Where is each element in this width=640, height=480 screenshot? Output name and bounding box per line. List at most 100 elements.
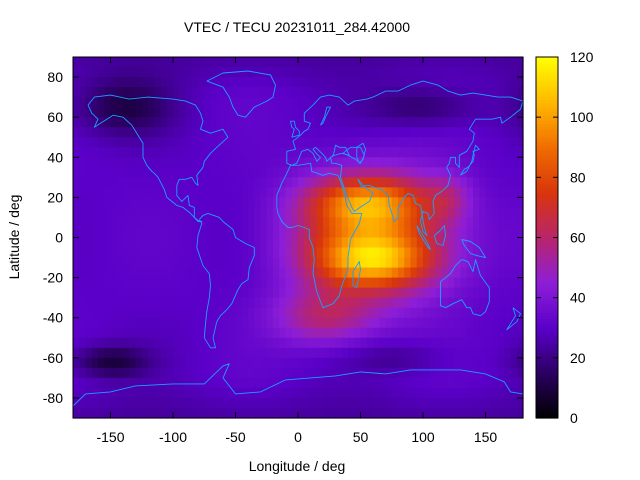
x-axis: -150 -100 -50 0 50 100 150	[96, 57, 497, 445]
heatmap-cell	[85, 207, 93, 219]
heatmap-cell	[279, 127, 287, 138]
heatmap-cell	[504, 127, 512, 138]
heatmap-cell	[304, 357, 312, 369]
heatmap-cell	[404, 357, 412, 369]
heatmap-cell	[160, 207, 168, 219]
heatmap-cell	[329, 117, 337, 128]
heatmap-cell	[385, 147, 393, 158]
heatmap-cell	[104, 287, 112, 299]
heatmap-cell	[148, 217, 155, 229]
heatmap-cell	[110, 227, 118, 239]
heatmap-cell	[129, 407, 137, 419]
colorbar-segment	[536, 57, 558, 61]
heatmap-cell	[435, 87, 443, 98]
heatmap-cell	[410, 397, 418, 409]
heatmap-cell	[273, 267, 280, 279]
heatmap-cell	[135, 337, 143, 349]
heatmap-cell	[235, 267, 243, 279]
heatmap-cell	[79, 147, 87, 158]
heatmap-cell	[241, 77, 249, 88]
heatmap-cell	[429, 387, 437, 399]
heatmap-cell	[316, 127, 324, 138]
heatmap-cell	[73, 357, 80, 369]
heatmap-cell	[298, 287, 305, 299]
heatmap-cell	[410, 287, 418, 299]
heatmap-cell	[310, 207, 318, 219]
heatmap-cell	[104, 87, 112, 98]
heatmap-cell	[373, 137, 380, 148]
heatmap-cell	[285, 187, 293, 198]
heatmap-cell	[179, 77, 187, 88]
heatmap-cell	[373, 117, 380, 128]
heatmap-cell	[98, 387, 105, 399]
heatmap-cell	[173, 327, 180, 339]
heatmap-cell	[235, 57, 243, 68]
heatmap-cell	[485, 307, 493, 319]
heatmap-cell	[310, 277, 318, 289]
heatmap-cell	[435, 347, 443, 359]
y-tick-label: -20	[43, 270, 63, 286]
heatmap-cell	[154, 347, 162, 359]
heatmap-cell	[291, 187, 299, 198]
heatmap-cell	[435, 397, 443, 409]
heatmap-cell	[104, 127, 112, 138]
heatmap-cell	[448, 207, 455, 219]
heatmap-cell	[510, 117, 518, 128]
heatmap-cell	[473, 397, 480, 409]
heatmap-cell	[516, 157, 524, 168]
heatmap-cell	[79, 227, 87, 239]
heatmap-cell	[110, 107, 118, 118]
heatmap-cell	[323, 397, 330, 409]
heatmap-cell	[298, 407, 305, 419]
heatmap-cell	[273, 327, 280, 339]
heatmap-cell	[360, 357, 368, 369]
heatmap-cell	[123, 217, 130, 229]
heatmap-cell	[473, 97, 480, 108]
heatmap-cell	[423, 237, 430, 249]
heatmap-cell	[266, 217, 274, 229]
heatmap-cell	[435, 237, 443, 249]
heatmap-cell	[235, 67, 243, 78]
heatmap-cell	[216, 257, 224, 269]
heatmap-cell	[129, 267, 137, 279]
heatmap-cell	[160, 157, 168, 168]
heatmap-cell	[104, 367, 112, 379]
heatmap-cell	[448, 287, 455, 299]
heatmap-cell	[223, 157, 230, 168]
heatmap-cell	[73, 277, 80, 289]
heatmap-cell	[460, 157, 468, 168]
heatmap-cell	[148, 287, 155, 299]
heatmap-cell	[179, 297, 187, 309]
y-tick-label: -80	[43, 390, 63, 406]
heatmap-cell	[148, 147, 155, 158]
heatmap-cell	[154, 277, 162, 289]
heatmap-cell	[154, 57, 162, 68]
heatmap-cell	[98, 337, 105, 349]
heatmap-cell	[454, 227, 462, 239]
heatmap-cell	[91, 277, 99, 289]
heatmap-cell	[198, 67, 205, 78]
heatmap-cell	[116, 57, 124, 68]
heatmap-cell	[216, 377, 224, 389]
heatmap-cell	[254, 257, 262, 269]
heatmap-cell	[416, 97, 424, 108]
heatmap-cell	[235, 287, 243, 299]
heatmap-cell	[460, 327, 468, 339]
heatmap-cell	[310, 357, 318, 369]
heatmap-cell	[491, 247, 499, 259]
heatmap-cell	[379, 217, 387, 229]
heatmap-cell	[466, 227, 474, 239]
colorbar-segment	[536, 294, 558, 299]
heatmap-cell	[273, 77, 280, 88]
heatmap-cell	[148, 107, 155, 118]
heatmap-cell	[141, 207, 149, 219]
heatmap-cell	[348, 337, 355, 349]
heatmap-cell	[185, 357, 193, 369]
heatmap-cell	[516, 217, 524, 229]
heatmap-cell	[410, 147, 418, 158]
heatmap-cell	[191, 387, 199, 399]
heatmap-cell	[266, 257, 274, 269]
heatmap-cell	[173, 267, 180, 279]
heatmap-cell	[298, 377, 305, 389]
heatmap-cell	[191, 97, 199, 108]
